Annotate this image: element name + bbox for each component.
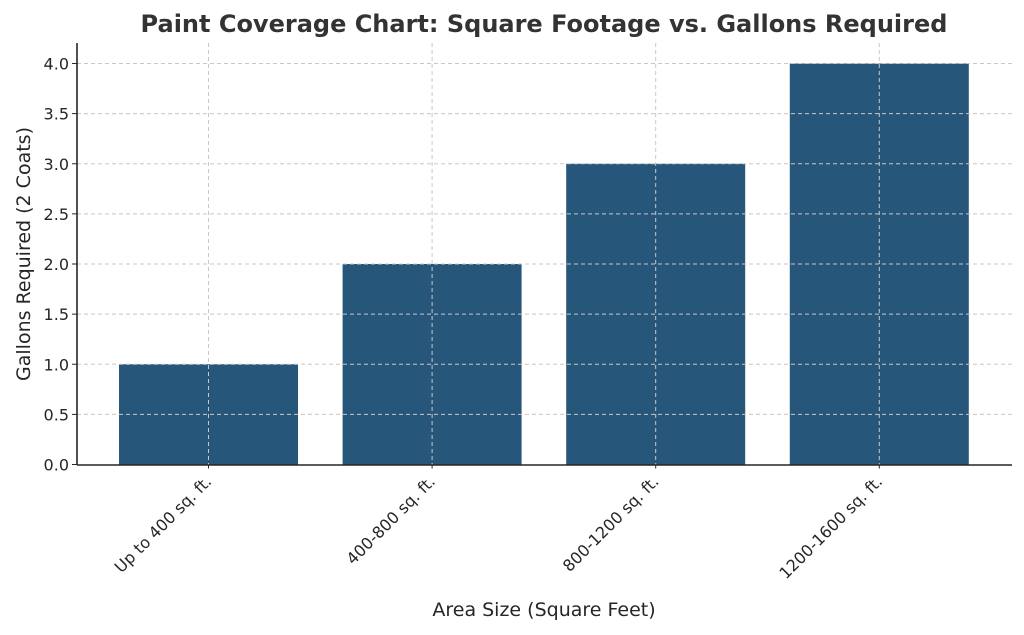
- y-tick-label: 0.0: [44, 456, 69, 475]
- x-tick-label: 1200-1600 sq. ft.: [775, 472, 886, 583]
- y-tick-label: 3.5: [44, 105, 69, 124]
- y-tick-label: 0.5: [44, 405, 69, 424]
- y-axis-ticks: 0.0 0.5 1.0 1.5 2.0 2.5 3.0 3.5 4.0: [44, 55, 77, 475]
- chart-title: Paint Coverage Chart: Square Footage vs.…: [141, 10, 948, 38]
- y-tick-label: 1.5: [44, 305, 69, 324]
- bar: [342, 264, 522, 465]
- y-tick-label: 1.0: [44, 355, 69, 374]
- bar: [566, 163, 746, 465]
- y-tick-label: 2.5: [44, 205, 69, 224]
- x-axis-label: Area Size (Square Feet): [432, 599, 655, 621]
- x-tick-label: Up to 400 sq. ft.: [111, 472, 216, 577]
- gridlines: [77, 43, 1012, 465]
- x-tick-label: 800-1200 sq. ft.: [559, 472, 663, 576]
- y-tick-label: 3.0: [44, 155, 69, 174]
- y-axis-label: Gallons Required (2 Coats): [13, 127, 35, 381]
- x-axis-ticks: Up to 400 sq. ft. 400-800 sq. ft. 800-1200…: [111, 464, 886, 583]
- y-tick-label: 2.0: [44, 255, 69, 274]
- x-tick-label: 400-800 sq. ft.: [343, 472, 439, 568]
- y-tick-label: 4.0: [44, 55, 69, 74]
